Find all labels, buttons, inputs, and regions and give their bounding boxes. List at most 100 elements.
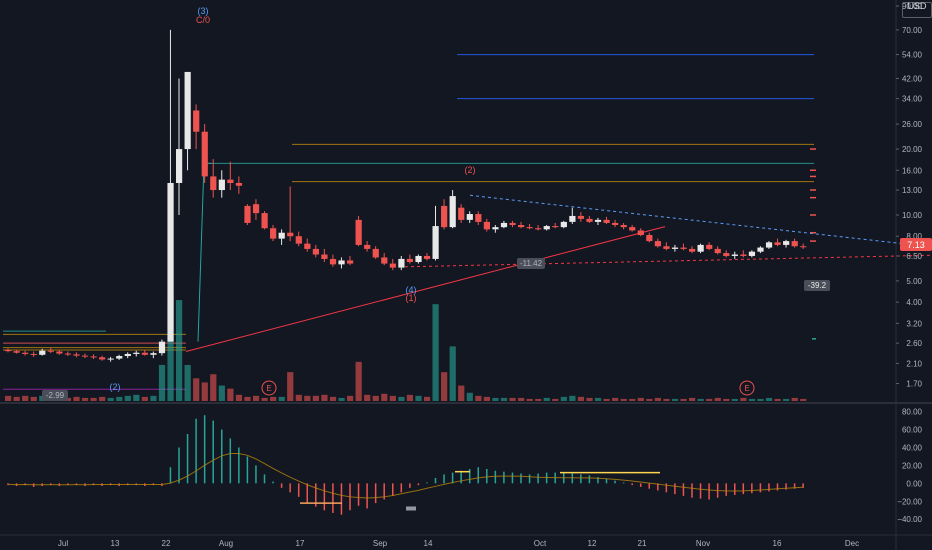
volume-bar	[406, 394, 414, 401]
time-tick-label: Sep	[373, 539, 388, 548]
price-tick-label: 4.00	[906, 298, 922, 307]
wave-label-c0: C/0	[196, 15, 210, 25]
time-tick-label: 12	[588, 539, 597, 548]
candle-body	[244, 205, 251, 223]
candle-body	[107, 358, 114, 360]
volume-bar	[740, 397, 747, 401]
volume-bar	[629, 398, 636, 401]
candle-body	[552, 226, 559, 228]
histogram-bars	[7, 415, 804, 515]
time-tick-label: Dec	[845, 539, 859, 548]
tag-mid: -11.42	[520, 259, 543, 268]
osc-tick-label: 60.00	[902, 426, 923, 435]
volume-bar	[800, 398, 807, 401]
candle-body	[423, 255, 431, 259]
osc-tick-label: −20.00	[897, 497, 922, 506]
time-tick-label: 14	[424, 539, 433, 548]
candle-body	[141, 352, 148, 355]
candle-body	[355, 219, 362, 245]
price-tick-label: 20.00	[902, 145, 923, 154]
volume-bar	[261, 397, 268, 401]
candle-body	[124, 353, 131, 357]
price-tick-label: 5.00	[906, 277, 922, 286]
candle-body	[133, 352, 140, 354]
volume-bar	[500, 397, 508, 401]
volume-bar	[612, 397, 619, 401]
currency-badge[interactable]: USD	[902, 2, 932, 18]
volume-bar	[30, 396, 37, 401]
volume-bar	[526, 398, 533, 401]
time-tick-label: Aug	[219, 539, 233, 548]
annotations: (3) C/0 (2) (4) (1) (2) E E -2.99 -11.42…	[42, 6, 932, 401]
candlesticks	[5, 29, 807, 362]
candle-body	[372, 248, 379, 258]
trendline-up	[185, 226, 666, 353]
price-tick-label: 34.00	[902, 95, 923, 104]
wave-label-3: (3)	[198, 6, 209, 16]
candle-body	[637, 230, 644, 236]
candle-body	[629, 227, 636, 231]
candle-body	[740, 254, 747, 256]
volume-bar	[689, 397, 696, 401]
candle-body	[295, 236, 302, 244]
volume-bar	[13, 396, 20, 401]
candle-body	[167, 182, 174, 342]
candle-body	[706, 244, 713, 249]
volume-bar	[423, 396, 431, 401]
earnings-marker-2[interactable]	[739, 380, 755, 396]
candle-body	[347, 260, 354, 264]
candle-body	[30, 353, 37, 355]
volume-bar	[124, 395, 131, 401]
time-tick-label: 22	[162, 539, 171, 548]
tag-left: -2.99	[46, 391, 65, 400]
candle-body	[586, 218, 593, 222]
volume-bar	[90, 397, 97, 401]
osc-tick-label: 20.00	[902, 461, 923, 470]
volume-bar	[723, 398, 730, 401]
volume-bar	[329, 396, 337, 401]
candle-body	[560, 221, 567, 228]
candle-body	[193, 110, 200, 132]
time-tick-label: Nov	[696, 539, 710, 548]
candle-body	[483, 221, 490, 230]
volume-bar	[5, 395, 12, 401]
volume-bar	[535, 398, 542, 401]
volume-bar	[466, 392, 473, 401]
candle-body	[543, 226, 550, 230]
candle-body	[158, 341, 166, 354]
candle-body	[398, 258, 405, 268]
volume-bar	[577, 396, 585, 401]
earnings-marker-1[interactable]	[261, 380, 277, 396]
osc-tick-label: 80.00	[902, 408, 923, 417]
signal-line	[7, 453, 804, 499]
price-tick-label: 42.00	[902, 74, 923, 83]
candle-body	[577, 215, 585, 219]
tag-left-box	[42, 390, 68, 401]
tag-right: -39.2	[808, 281, 827, 290]
price-tick-label: 6.50	[906, 252, 922, 261]
earnings-label-2: E	[744, 384, 749, 393]
candle-body	[441, 205, 448, 228]
tag-right-box	[804, 280, 830, 291]
price-tick-label: 70.00	[902, 26, 923, 35]
wave-label-2-upper: (2)	[465, 165, 476, 175]
volume-bar	[731, 398, 738, 401]
price-tick-label: 1.70	[906, 380, 922, 389]
volume-bar	[552, 398, 559, 401]
time-tick-label: 16	[773, 539, 782, 548]
candle-body	[90, 356, 97, 358]
candle-body	[184, 71, 191, 150]
volume-bar	[697, 398, 704, 401]
volume-bar	[594, 397, 602, 401]
volume-bar	[210, 374, 217, 401]
volume-bar	[620, 398, 627, 401]
candle-body	[321, 254, 328, 259]
osc-marker-box	[406, 506, 416, 511]
volume-bar	[287, 372, 294, 401]
volume-bar	[81, 397, 89, 401]
volume-bar	[509, 397, 516, 401]
volume-bar	[116, 396, 123, 401]
volume-bar	[475, 395, 482, 401]
